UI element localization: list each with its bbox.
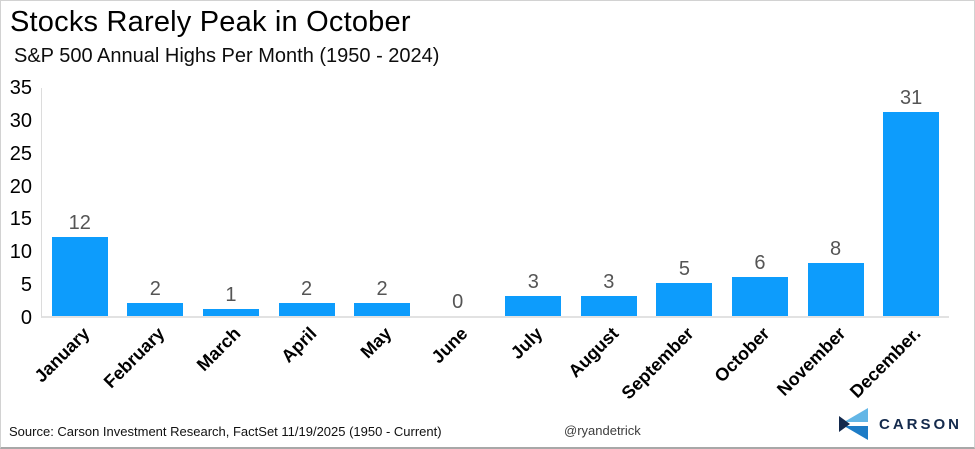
bar-column: 1 March [193, 88, 269, 375]
bar [505, 296, 562, 316]
bar-column: 8 November [773, 88, 874, 400]
carson-logo-icon [838, 408, 868, 440]
x-axis-label: May [356, 323, 396, 363]
bar-value-label: 12 [68, 212, 91, 235]
x-axis-label: November [772, 323, 850, 400]
bar [278, 302, 335, 316]
bar [731, 276, 788, 316]
y-tick-label: 15 [9, 208, 32, 231]
y-tick-label: 5 [20, 274, 32, 297]
bar [354, 302, 411, 316]
bar-value-label: 2 [149, 277, 161, 300]
bar [656, 283, 713, 316]
bar-column: 3 August [564, 88, 647, 381]
y-axis: 0 5 10 15 20 25 30 35 [1, 78, 35, 328]
x-axis-label: April [276, 323, 320, 367]
credit-handle: @ryandetrick [564, 423, 641, 438]
bar-column: 2 May [344, 88, 420, 362]
y-tick-label: 25 [9, 142, 32, 165]
bar-column: 2 February [100, 88, 194, 392]
y-tick-label: 20 [9, 175, 32, 198]
bar-value-label: 2 [376, 277, 388, 300]
source-text: Source: Carson Investment Research, Fact… [9, 424, 442, 439]
bar-value-label: 8 [830, 238, 842, 261]
bar [127, 302, 184, 316]
chart-title: Stocks Rarely Peak in October [10, 6, 411, 38]
bar [807, 263, 864, 316]
bar-value-label: 5 [678, 258, 690, 281]
bar-value-label: 1 [225, 284, 237, 307]
bar [202, 309, 259, 316]
bar-value-label: 31 [900, 87, 923, 110]
plot-area: 12 January 2 February 1 March 2 April 2 May 0 June 3… [30, 87, 949, 403]
y-tick-label: 0 [20, 307, 32, 329]
bar-column: 0 June [420, 88, 496, 367]
x-axis-label: September [617, 323, 698, 404]
bar-value-label: 2 [300, 277, 313, 300]
x-axis-label: October [710, 323, 774, 387]
x-axis-label: January [30, 323, 94, 387]
bar [51, 237, 108, 316]
bar-value-label: 3 [603, 271, 615, 294]
x-axis-label: December. [846, 323, 925, 402]
x-axis-label: July [507, 323, 547, 363]
y-tick-label: 10 [9, 241, 32, 264]
carson-logo: CARSON [838, 407, 962, 441]
bar [580, 296, 637, 316]
bar-column: 2 April [269, 88, 345, 366]
bar-column: 31 December. [846, 87, 949, 402]
carson-wordmark: CARSON [878, 415, 962, 433]
bar-column: 12 January [30, 88, 118, 386]
x-axis-label: August [564, 323, 623, 382]
bar-column: 5 September [618, 88, 723, 403]
bar-column: 3 July [495, 88, 571, 363]
x-axis-label: March [192, 323, 245, 375]
y-tick-label: 30 [9, 109, 32, 132]
x-axis-label: February [100, 323, 169, 392]
y-tick-label: 35 [9, 77, 32, 99]
x-axis-label: June [427, 323, 472, 368]
bar-value-label: 3 [527, 271, 539, 294]
bar-column: 6 October [710, 88, 798, 386]
bar-value-label: 6 [754, 251, 766, 274]
bar-value-label: 0 [452, 291, 464, 313]
chart-subtitle: S&P 500 Annual Highs Per Month (1950 - 2… [14, 45, 440, 67]
bar [883, 112, 940, 316]
